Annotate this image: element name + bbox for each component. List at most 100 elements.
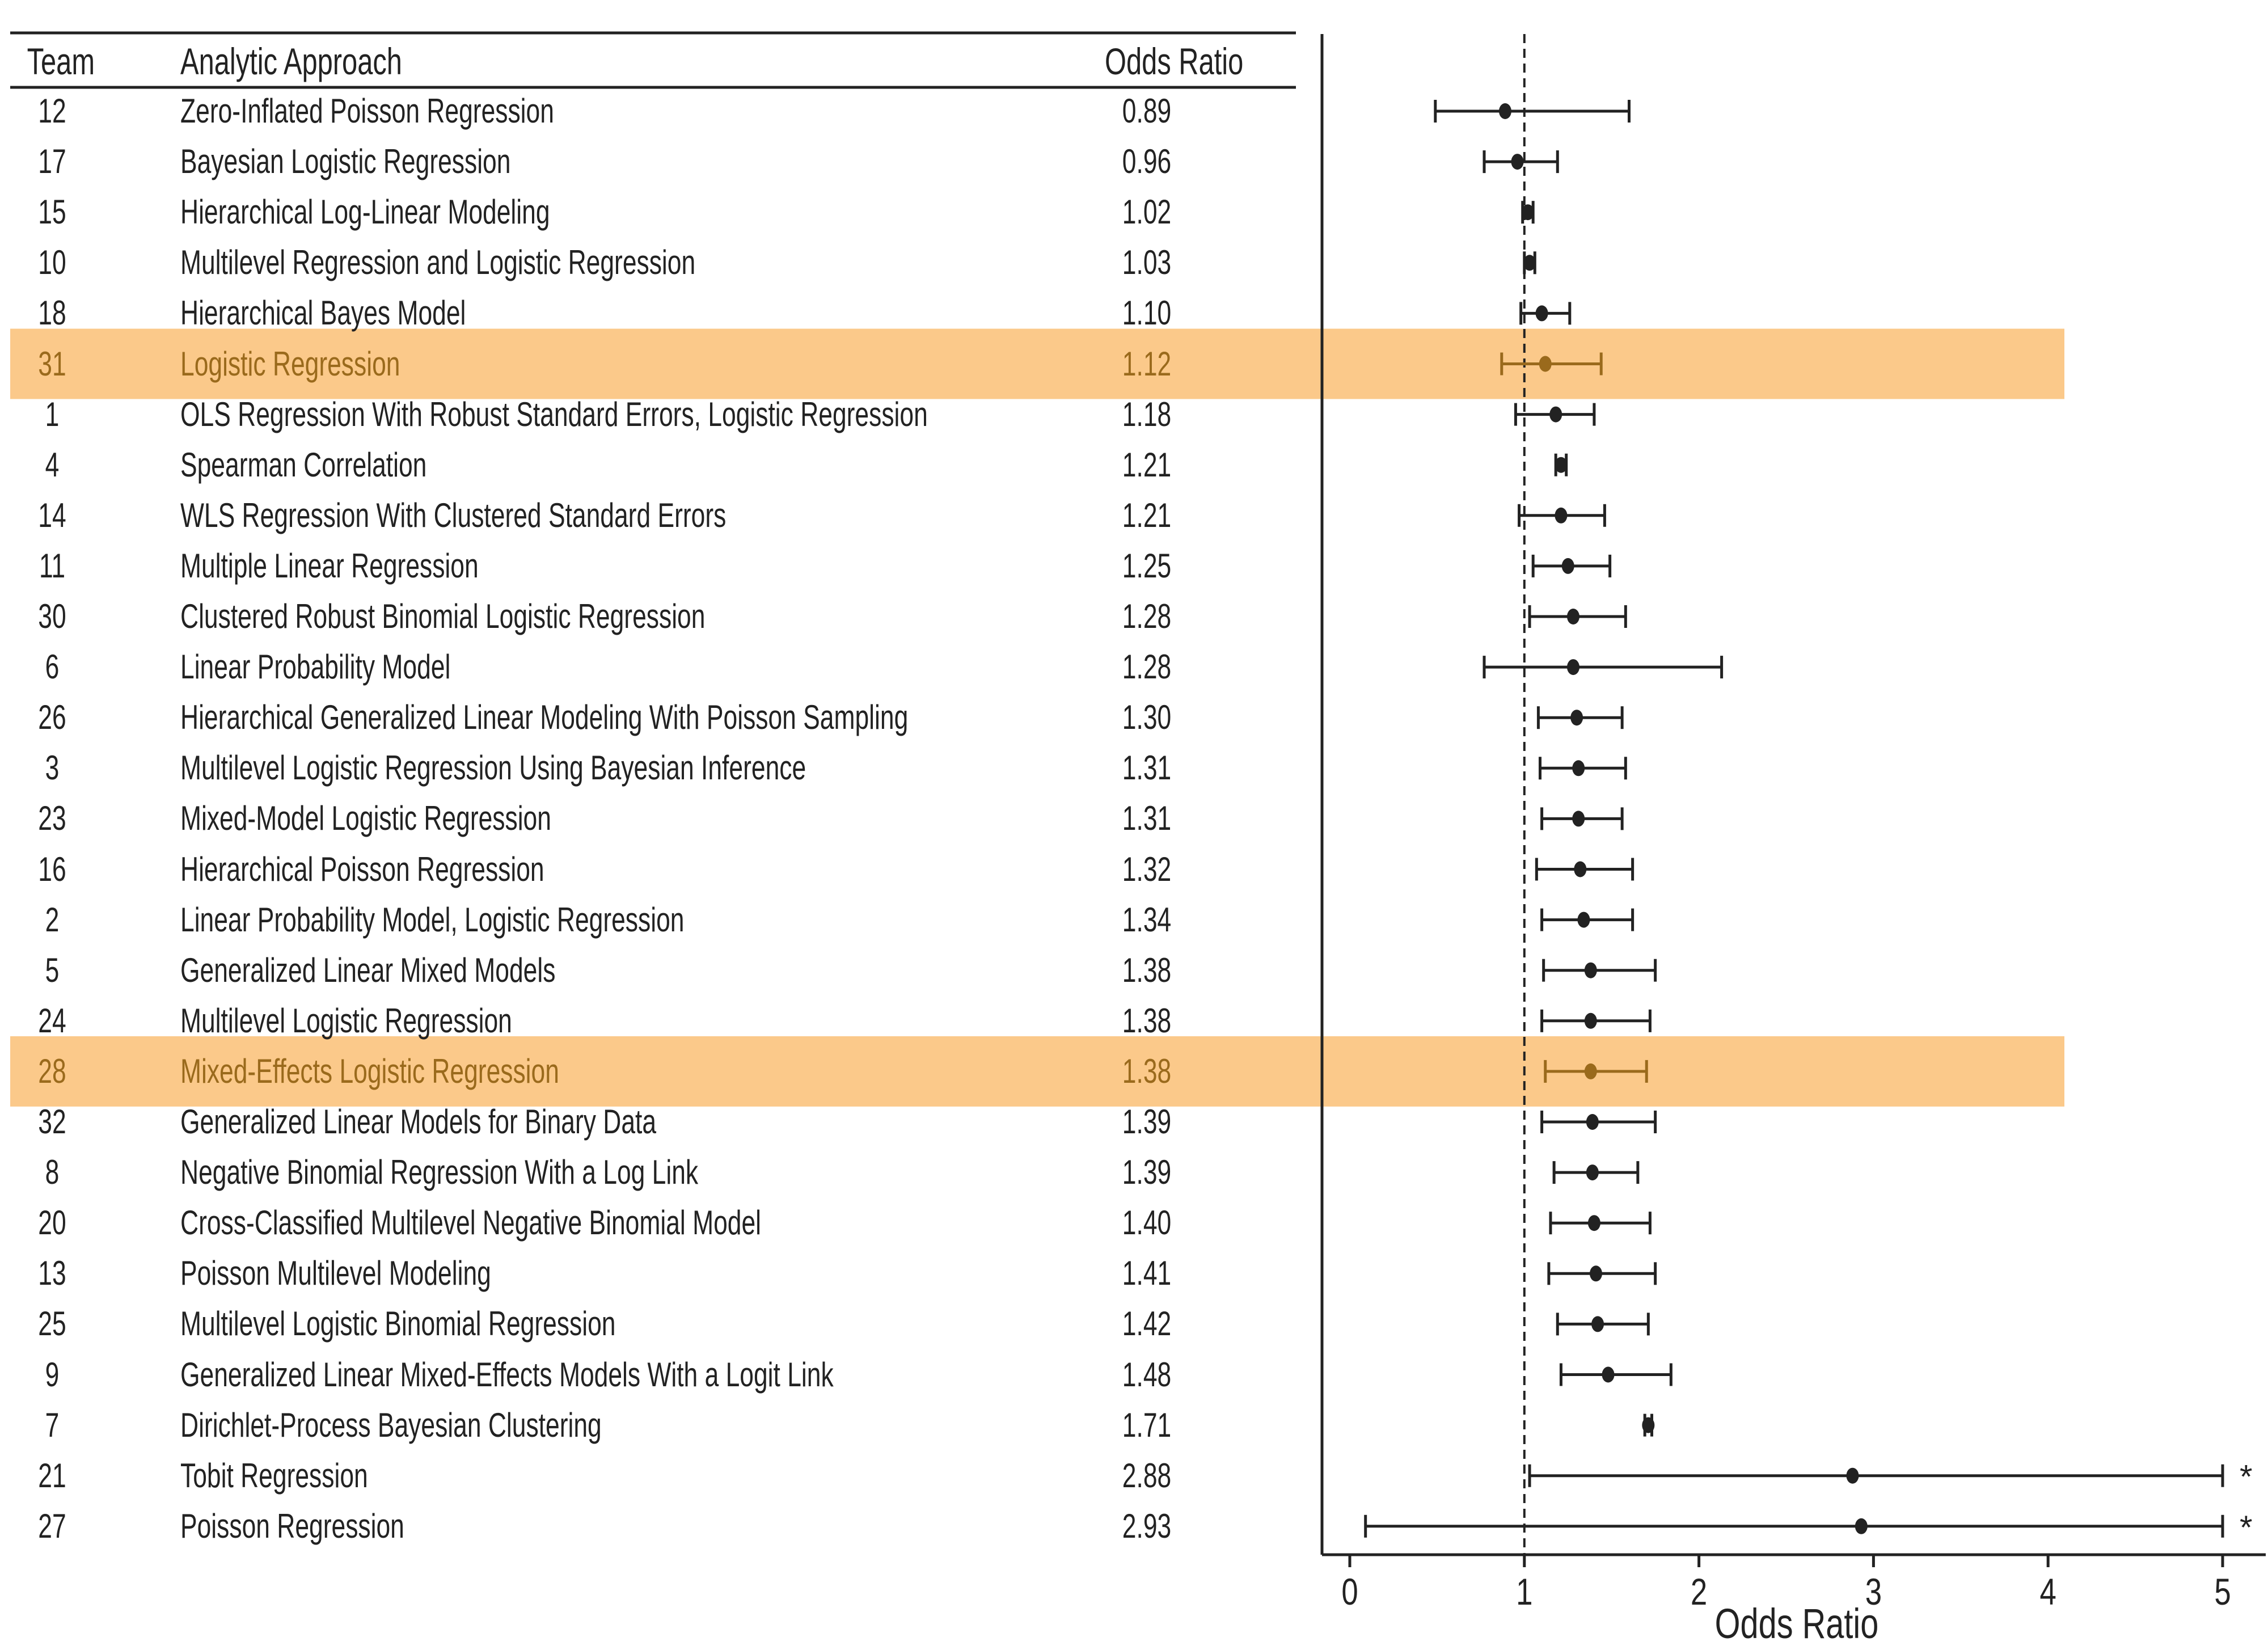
odds-ratio-value: 1.18 <box>1122 395 1172 433</box>
team-id: 24 <box>38 1001 66 1040</box>
team-id: 32 <box>38 1103 66 1141</box>
estimate-team-6 <box>1483 656 1724 679</box>
point-estimate <box>1584 1012 1597 1029</box>
team-id: 5 <box>45 951 60 989</box>
header-analytic-approach: Analytic Approach <box>180 40 402 82</box>
point-estimate <box>1642 1417 1655 1433</box>
estimate-team-11 <box>1531 554 1612 577</box>
team-id: 31 <box>38 344 66 383</box>
point-estimate <box>1555 457 1568 473</box>
point-estimate <box>1846 1467 1859 1484</box>
estimate-team-4 <box>1554 453 1568 476</box>
team-id: 11 <box>39 546 66 585</box>
team-id: 16 <box>38 850 66 888</box>
team-id: 20 <box>38 1204 66 1242</box>
point-estimate <box>1535 305 1548 322</box>
odds-ratio-value: 1.28 <box>1122 648 1172 686</box>
analytic-approach: Multiple Linear Regression <box>180 546 479 585</box>
point-estimate <box>1570 710 1583 726</box>
analytic-approach: Hierarchical Bayes Model <box>180 294 466 332</box>
analytic-approach: Cross-Classified Multilevel Negative Bin… <box>180 1204 762 1242</box>
team-id: 2 <box>45 900 60 939</box>
estimate-team-8 <box>1552 1161 1640 1184</box>
point-estimate <box>1584 962 1597 978</box>
analytic-approach: Multilevel Logistic Regression Using Bay… <box>180 749 806 787</box>
odds-ratio-value: 1.28 <box>1122 597 1172 635</box>
point-estimate <box>1855 1518 1868 1534</box>
analytic-approach: Tobit Regression <box>180 1456 368 1495</box>
point-estimate <box>1586 1164 1599 1181</box>
odds-ratio-value: 1.31 <box>1122 799 1172 838</box>
analytic-approach: Linear Probability Model, Logistic Regre… <box>180 900 685 939</box>
point-estimate <box>1602 1366 1615 1383</box>
x-tick-label: 2 <box>1691 1571 1707 1613</box>
estimate-team-24 <box>1540 1009 1652 1032</box>
header-odds-ratio: Odds Ratio <box>1105 40 1244 82</box>
odds-ratio-value: 1.12 <box>1122 344 1172 383</box>
analytic-approach: Mixed-Model Logistic Regression <box>180 799 551 838</box>
odds-ratio-value: 1.34 <box>1122 900 1172 939</box>
x-tick-label: 5 <box>2214 1571 2231 1613</box>
estimate-team-25 <box>1556 1313 1650 1336</box>
analytic-approach: Generalized Linear Mixed Models <box>180 951 556 989</box>
team-id: 10 <box>38 243 66 282</box>
team-id: 3 <box>45 749 60 787</box>
x-tick-label: 4 <box>2040 1571 2056 1613</box>
point-estimate <box>1498 103 1511 119</box>
x-tick-label: 3 <box>1865 1571 1882 1613</box>
estimate-team-28 <box>1544 1060 1648 1083</box>
results-table: Team Analytic Approach Odds Ratio 12 Zero-In… <box>27 40 1244 1545</box>
odds-ratio-value: 0.96 <box>1122 142 1172 181</box>
estimate-team-10 <box>1523 251 1536 275</box>
analytic-approach: Bayesian Logistic Regression <box>180 142 511 181</box>
odds-ratio-value: 1.38 <box>1122 1001 1172 1040</box>
team-id: 25 <box>38 1305 66 1343</box>
point-estimate <box>1572 760 1585 777</box>
analytic-approach: OLS Regression With Robust Standard Erro… <box>180 395 928 433</box>
team-id: 21 <box>38 1456 66 1495</box>
point-estimate <box>1591 1316 1604 1332</box>
point-estimate <box>1577 911 1590 928</box>
odds-ratio-value: 1.30 <box>1122 698 1172 737</box>
highlight-band <box>10 1036 2064 1107</box>
team-id: 18 <box>38 294 66 332</box>
analytic-approach: Generalized Linear Mixed-Effects Models … <box>180 1355 834 1394</box>
analytic-approach: Poisson Regression <box>180 1506 404 1545</box>
point-estimate <box>1523 255 1536 271</box>
team-id: 30 <box>38 597 66 635</box>
analytic-approach: Zero-Inflated Poisson Regression <box>180 92 554 130</box>
analytic-approach: WLS Regression With Clustered Standard E… <box>180 496 727 534</box>
point-estimate <box>1566 609 1579 624</box>
estimate-team-3 <box>1539 757 1627 780</box>
team-id: 14 <box>38 496 66 534</box>
analytic-approach: Negative Binomial Regression With a Log … <box>180 1153 699 1192</box>
odds-ratio-value: 1.02 <box>1122 193 1172 231</box>
point-estimate <box>1561 558 1574 574</box>
team-id: 26 <box>38 698 66 737</box>
odds-ratio-value: 1.71 <box>1122 1406 1172 1444</box>
team-id: 7 <box>45 1406 60 1444</box>
estimate-team-15 <box>1521 201 1535 224</box>
estimate-team-7 <box>1642 1413 1655 1437</box>
odds-ratio-value: 0.89 <box>1122 92 1172 130</box>
odds-ratio-value: 1.42 <box>1122 1305 1172 1343</box>
estimate-team-2 <box>1540 908 1635 931</box>
odds-ratio-value: 1.03 <box>1122 243 1172 282</box>
odds-ratio-value: 2.93 <box>1122 1506 1172 1545</box>
point-estimate <box>1555 507 1568 524</box>
estimate-team-20 <box>1549 1212 1652 1235</box>
highlight-band <box>10 328 2064 399</box>
estimate-team-9 <box>1559 1363 1673 1386</box>
point-estimate <box>1587 1215 1600 1231</box>
team-id: 15 <box>38 193 66 231</box>
estimate-team-5 <box>1542 959 1657 982</box>
point-estimate <box>1539 356 1552 372</box>
analytic-approach: Hierarchical Poisson Regression <box>180 850 544 888</box>
team-id: 27 <box>38 1506 66 1545</box>
estimate-team-14 <box>1518 504 1606 527</box>
point-estimate <box>1586 1114 1599 1130</box>
analytic-approach: Spearman Correlation <box>180 445 427 484</box>
team-id: 1 <box>45 395 60 433</box>
estimate-team-16 <box>1535 858 1635 881</box>
